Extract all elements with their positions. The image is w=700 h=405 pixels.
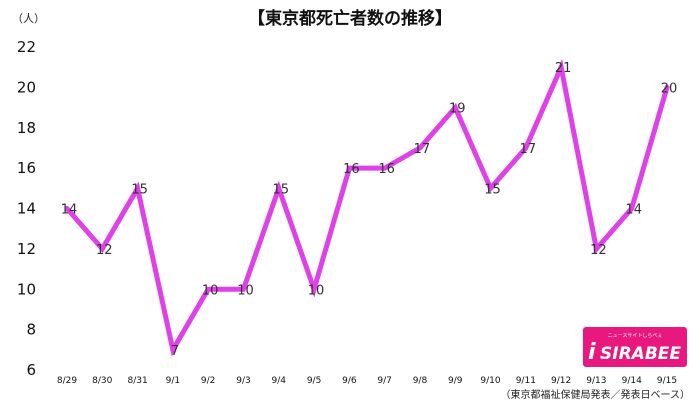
x-tick-label: 9/13 [586, 376, 606, 386]
logo-tagline: ニュースサイトしらべぇ [608, 333, 663, 339]
data-label: 14 [61, 203, 78, 218]
data-label: 15 [272, 182, 289, 197]
data-label: 17 [414, 142, 431, 157]
data-label: 15 [131, 182, 148, 197]
x-tick-label: 9/2 [201, 376, 215, 386]
y-tick-label: 10 [17, 280, 36, 298]
x-tick-label: 8/29 [57, 376, 77, 386]
x-tick-label: 8/30 [92, 376, 112, 386]
y-axis: 6 8 10 12 14 16 18 20 22 [17, 38, 36, 379]
x-tick-label: 9/12 [551, 376, 571, 386]
x-axis: 8/29 8/30 8/31 9/1 9/2 9/3 9/4 9/5 9/6 9/7 9/8 9/9 9… [57, 376, 677, 386]
unit-label: （人） [12, 12, 45, 25]
x-tick-label: 8/31 [127, 376, 147, 386]
x-tick-label: 9/4 [272, 376, 287, 386]
brand-logo: SIRABEE ニュースサイトしらべぇ i [583, 327, 687, 367]
logo-box [583, 327, 687, 367]
data-label: 20 [661, 81, 678, 96]
x-tick-label: 9/7 [377, 376, 391, 386]
y-tick-label: 8 [26, 321, 36, 339]
data-label: 10 [202, 283, 219, 298]
y-tick-label: 18 [17, 119, 36, 137]
x-tick-label: 9/15 [657, 376, 677, 386]
x-tick-label: 9/3 [236, 376, 250, 386]
y-tick-label: 22 [17, 38, 36, 56]
data-label: 10 [237, 283, 254, 298]
data-label: 19 [449, 102, 466, 117]
logo-brand: SIRABEE [600, 344, 681, 364]
x-tick-label: 9/6 [342, 376, 357, 386]
data-label: 15 [484, 182, 501, 197]
x-tick-label: 9/5 [307, 376, 321, 386]
source-note: （東京都福祉保健局発表／発表日ベース） [501, 388, 691, 401]
x-tick-label: 9/8 [413, 376, 428, 386]
x-tick-label: 9/11 [516, 376, 536, 386]
series-line [64, 58, 670, 357]
data-label: 17 [520, 142, 537, 157]
data-label: 7 [171, 344, 179, 359]
logo-i-mark: i [588, 340, 596, 365]
x-tick-label: 9/10 [480, 376, 500, 386]
y-tick-label: 12 [17, 240, 36, 258]
data-label: 14 [625, 203, 642, 218]
data-label: 12 [590, 243, 607, 258]
data-label: 12 [96, 243, 113, 258]
chart-title: 【東京都死亡者数の推移】 [248, 8, 452, 29]
y-tick-label: 14 [17, 200, 36, 218]
x-tick-label: 9/14 [622, 376, 642, 386]
data-label: 21 [555, 61, 572, 76]
data-labels: 14 12 15 7 10 10 15 10 16 16 17 19 15 17 21 12 14 20 [61, 61, 678, 359]
y-tick-label: 16 [17, 159, 36, 177]
data-label: 10 [308, 283, 325, 298]
x-tick-label: 9/1 [166, 376, 180, 386]
data-label: 16 [378, 162, 395, 177]
x-tick-label: 9/9 [448, 376, 463, 386]
data-label: 16 [343, 162, 360, 177]
y-tick-label: 6 [26, 361, 36, 379]
y-tick-label: 20 [17, 78, 36, 96]
